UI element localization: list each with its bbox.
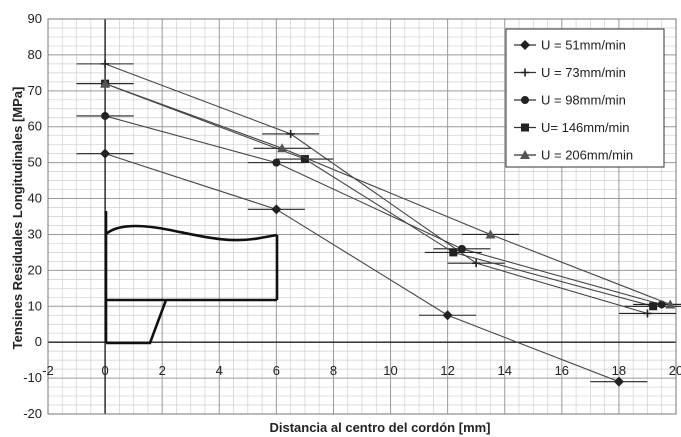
weld-cross-section-sketch [104, 211, 279, 345]
y-axis-title: Tensines Residuales Longitudinales [MPa] [10, 87, 25, 350]
data-point [101, 111, 110, 120]
y-tick-label: 50 [28, 155, 42, 170]
data-point [101, 59, 110, 68]
data-point [277, 143, 288, 153]
legend-marker [521, 96, 529, 104]
series-line [104, 153, 620, 383]
tick-labels: -2 0 2 4 6 8 10 12 14 16 18 20-20-10010203040506070… [23, 11, 681, 421]
y-tick-label: 60 [28, 119, 42, 134]
series-1 [76, 148, 648, 387]
legend: U = 51mm/min U = 73mm/min U = 98mm/min U= 1… [505, 28, 665, 168]
y-tick-label: -10 [23, 370, 42, 385]
x-tick-label: 18 [612, 363, 626, 378]
series-line [104, 83, 654, 307]
x-tick-label: 0 [101, 363, 108, 378]
x-tick-label: 6 [273, 363, 280, 378]
data-point [100, 148, 111, 159]
legend-label: U = 206mm/min [541, 148, 633, 163]
data-point [485, 229, 496, 239]
series-5 [76, 78, 681, 309]
y-tick-label: 70 [28, 83, 42, 98]
y-tick-label: 90 [28, 11, 42, 26]
minor-grid [48, 19, 676, 414]
x-tick-label: 4 [216, 363, 223, 378]
data-point [613, 376, 624, 387]
data-point [449, 248, 458, 257]
x-tick-label: 12 [440, 363, 454, 378]
x-tick-label: 10 [383, 363, 397, 378]
x-axis-title: Distancia al centro del cordón [mm] [269, 420, 490, 435]
legend-box [505, 28, 665, 168]
legend-label: U = 73mm/min [541, 65, 626, 80]
series-line [104, 83, 671, 305]
legend-marker [520, 40, 530, 50]
series-layer [76, 59, 681, 387]
legend-label: U = 51mm/min [541, 38, 626, 53]
y-tick-label: 0 [35, 334, 42, 349]
data-point [286, 129, 295, 138]
plot-frame [47, 18, 677, 415]
data-point [665, 299, 676, 309]
x-tick-label: 16 [555, 363, 569, 378]
legend-marker [521, 68, 529, 77]
x-tick-label: 8 [330, 363, 337, 378]
y-tick-label: 20 [28, 262, 42, 277]
x-tick-label: 14 [497, 363, 511, 378]
data-point [442, 310, 453, 321]
y-tick-label: 80 [28, 47, 42, 62]
data-point [300, 155, 309, 164]
legend-label: U= 146mm/min [541, 120, 630, 135]
legend-marker [521, 123, 529, 132]
data-point [457, 244, 466, 253]
y-tick-label: -20 [23, 406, 42, 421]
data-point [271, 204, 282, 215]
y-tick-label: 10 [28, 298, 42, 313]
data-point [100, 78, 111, 88]
y-tick-label: 40 [28, 191, 42, 206]
data-point [472, 259, 481, 268]
series-line [104, 115, 662, 306]
x-tick-label: -2 [42, 363, 54, 378]
x-tick-label: 2 [159, 363, 166, 378]
y-tick-label: 30 [28, 226, 42, 241]
x-tick-label: 20 [669, 363, 681, 378]
series-line [104, 63, 648, 314]
data-point [649, 302, 658, 311]
data-point [643, 309, 652, 318]
legend-marker [520, 150, 530, 159]
legend-label: U = 98mm/min [541, 93, 626, 108]
data-point [272, 158, 281, 167]
